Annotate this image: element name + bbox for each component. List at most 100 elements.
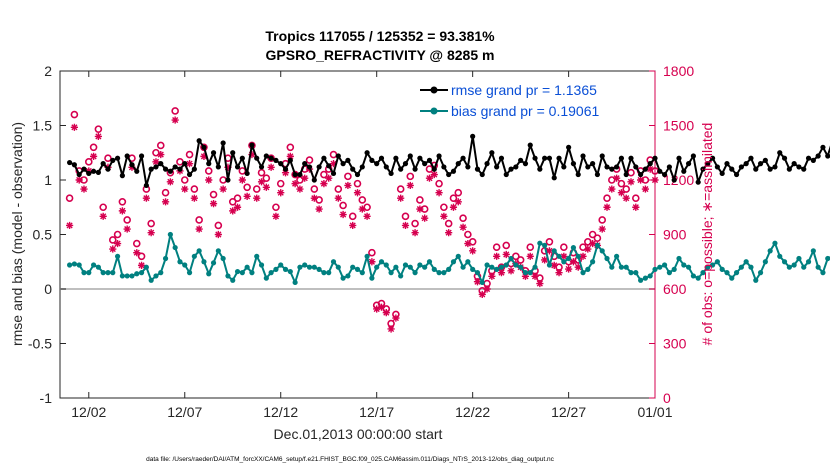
obs-assimilated-point	[70, 123, 78, 131]
rmse-point	[239, 155, 245, 161]
rmse-point	[426, 157, 433, 163]
obs-possible-point	[161, 188, 170, 197]
rmse-point	[321, 155, 327, 161]
rmse-point	[796, 164, 802, 170]
obs-assimilated-point	[565, 265, 573, 273]
rmse-point	[551, 175, 557, 181]
bias-point	[306, 264, 313, 270]
bias-point	[825, 255, 830, 262]
x-tick-label: 12/17	[359, 404, 394, 420]
obs-assimilated-point	[224, 163, 232, 171]
bias-point	[311, 264, 317, 270]
obs-possible-point	[252, 185, 261, 193]
rmse-point	[753, 166, 759, 172]
rmse-point	[350, 166, 356, 172]
bias-point	[781, 259, 788, 265]
bias-point	[566, 255, 572, 262]
obs-possible-point	[195, 216, 203, 224]
rmse-series	[66, 133, 830, 189]
bias-point	[470, 266, 476, 272]
obs-assimilated-point	[651, 176, 659, 184]
obs-possible-point	[214, 221, 223, 230]
obs-possible-point	[305, 156, 314, 164]
rmse-point	[446, 171, 452, 178]
bias-point	[743, 259, 749, 265]
obs-assimilated-point	[545, 247, 554, 255]
obs-assimilated-point	[382, 309, 390, 317]
bias-point	[302, 262, 308, 268]
bias-point	[455, 253, 461, 259]
obs-assimilated-point	[315, 205, 323, 213]
rmse-point	[570, 161, 577, 167]
obs-assimilated-point	[267, 163, 275, 171]
bias-point	[340, 275, 346, 281]
obs-assimilated-point	[392, 314, 400, 322]
rmse-point	[676, 155, 682, 161]
obs-assimilated-point	[459, 223, 467, 231]
obs-possible-point	[70, 110, 79, 119]
obs-assimilated-point	[109, 245, 117, 253]
bias-point	[143, 264, 149, 270]
rmse-point	[484, 161, 490, 167]
bias-point	[709, 262, 716, 268]
left-y-tick-label: 2	[44, 63, 52, 79]
bias-point	[633, 270, 639, 276]
obs-assimilated-point	[161, 198, 170, 206]
obs-assimilated-point	[632, 203, 640, 211]
bias-point	[177, 259, 183, 265]
obs-assimilated-point	[598, 225, 606, 233]
bias-point	[757, 270, 764, 276]
rmse-point	[503, 171, 509, 178]
rmse-point	[191, 166, 197, 172]
obs-assimilated-point	[171, 116, 179, 124]
bias-point	[114, 253, 121, 259]
bias-point	[148, 277, 154, 283]
bias-point	[388, 270, 394, 276]
rmse-point	[709, 155, 716, 161]
obs-assimilated-point	[157, 150, 165, 159]
bias-point	[570, 244, 577, 251]
x-tick-label: 12/12	[263, 404, 298, 420]
obs-possible-point	[104, 154, 112, 162]
obs-assimilated-point	[555, 269, 563, 277]
legend-bias-marker	[430, 107, 438, 115]
rmse-point	[801, 166, 807, 172]
obs-possible-point	[113, 230, 122, 239]
obs-possible-point	[118, 198, 127, 206]
obs-assimilated-point	[262, 183, 270, 191]
rmse-point	[398, 166, 404, 172]
bias-point	[86, 270, 92, 276]
rmse-point	[546, 155, 553, 161]
rmse-point	[316, 164, 322, 170]
bias-point	[90, 262, 97, 268]
bias-point	[321, 270, 327, 276]
rmse-point	[657, 168, 663, 174]
obs-assimilated-point	[550, 261, 558, 269]
rmse-point	[743, 161, 749, 167]
obs-possible-point	[99, 203, 107, 212]
obs-assimilated-point	[310, 194, 318, 202]
rmse-point	[633, 164, 639, 170]
bias-point	[642, 275, 649, 281]
rmse-point	[671, 177, 677, 183]
rmse-point	[335, 153, 341, 159]
obs-assimilated-point	[445, 229, 453, 237]
obs-possible-point	[353, 179, 362, 188]
obs-assimilated-point	[257, 178, 266, 186]
bias-point	[196, 248, 202, 254]
bias-point	[436, 270, 442, 276]
rmse-point	[119, 173, 125, 179]
bias-point	[661, 262, 668, 268]
obs-assimilated-point	[646, 165, 654, 173]
bias-point	[81, 270, 87, 276]
rmse-point	[638, 171, 644, 178]
rmse-point	[412, 166, 418, 172]
obs-possible-point	[435, 179, 443, 188]
rmse-point	[431, 166, 437, 172]
bias-point	[191, 253, 197, 259]
bias-point	[422, 264, 428, 270]
rmse-point	[210, 150, 217, 156]
bias-point	[412, 270, 418, 276]
obs-possible-point	[185, 150, 194, 159]
rmse-point	[326, 163, 332, 169]
